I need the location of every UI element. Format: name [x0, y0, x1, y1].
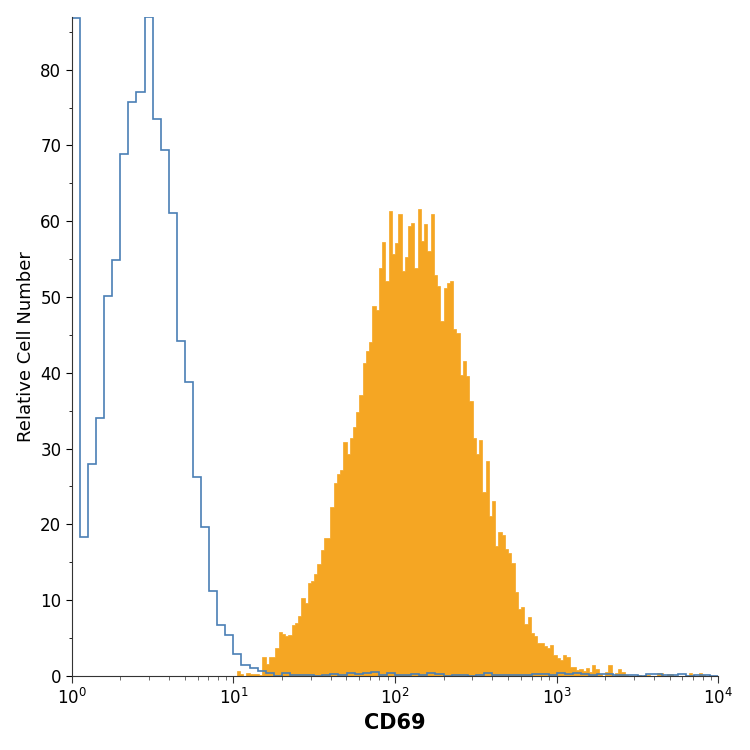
- X-axis label: CD69: CD69: [364, 713, 426, 734]
- Y-axis label: Relative Cell Number: Relative Cell Number: [16, 251, 34, 442]
